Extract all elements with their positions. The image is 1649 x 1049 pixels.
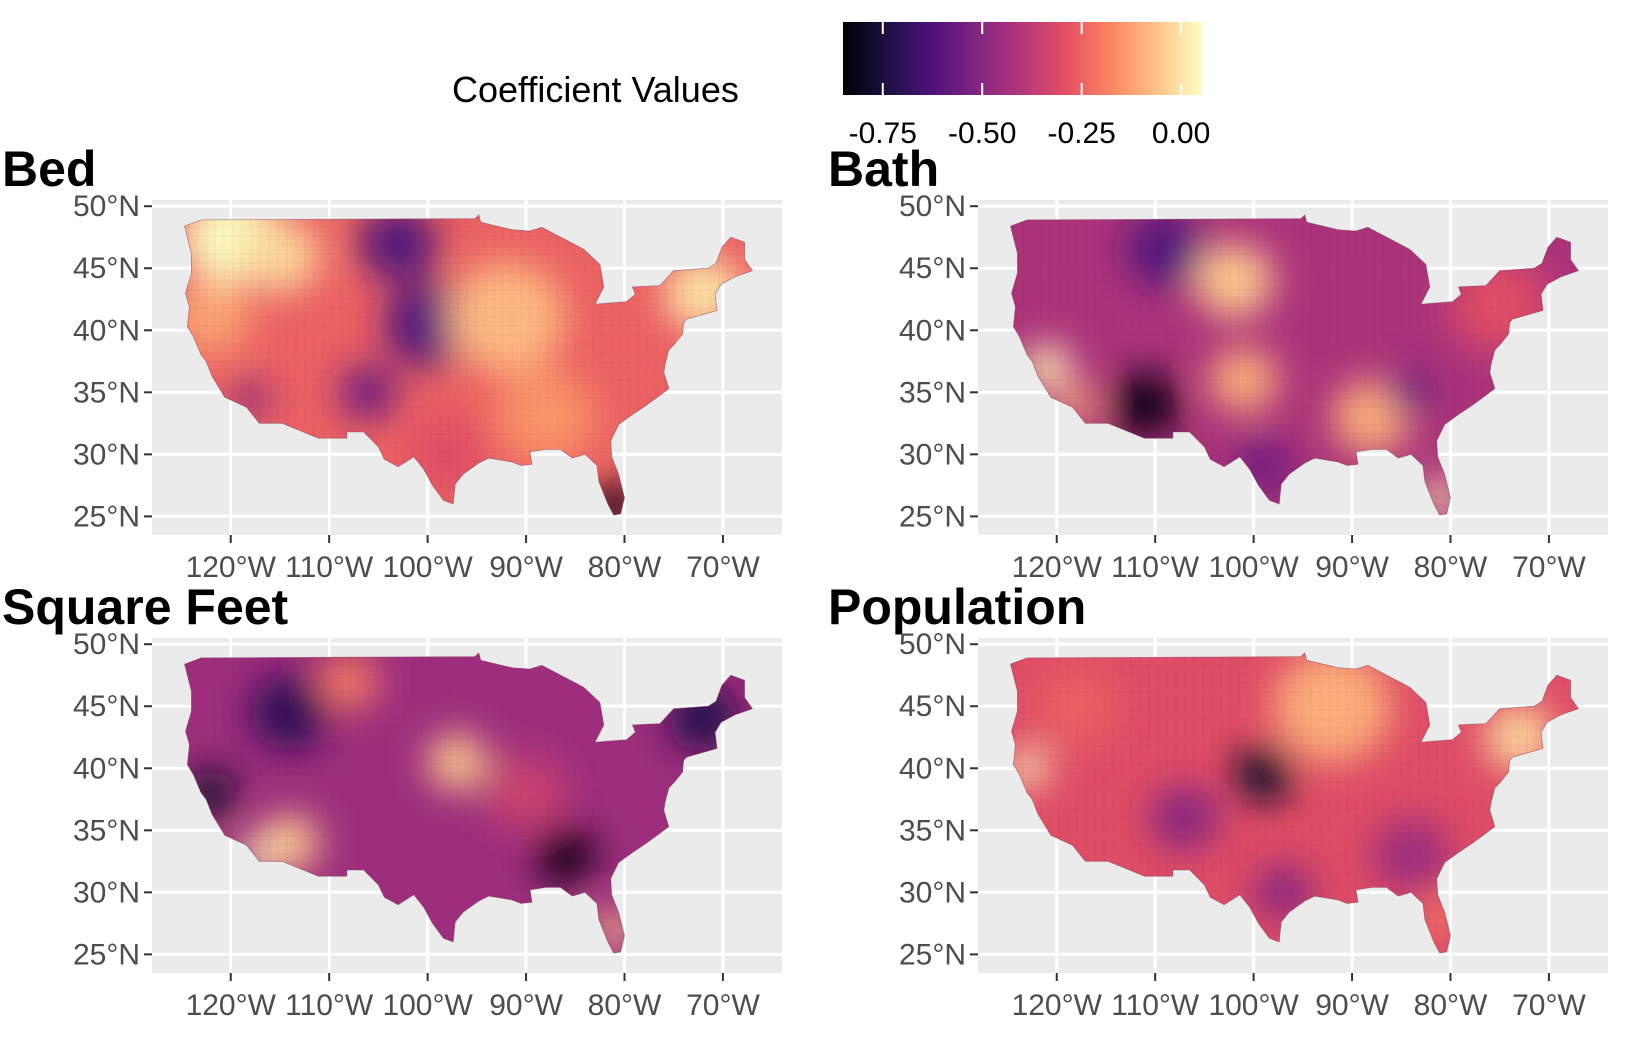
legend-tick-label: -0.25	[1047, 117, 1115, 150]
us-outline	[184, 214, 754, 516]
x-tick-label: 80°W	[1414, 989, 1488, 1022]
panel-title: Population	[828, 579, 1086, 635]
x-tick-label: 120°W	[1012, 551, 1103, 584]
x-tick-label: 90°W	[489, 989, 563, 1022]
coefficient-region	[339, 364, 399, 421]
coefficient-surface	[186, 653, 738, 949]
coefficient-region	[358, 214, 438, 281]
legend-tick-label: 0.00	[1152, 117, 1210, 150]
legend-title: Coefficient Values	[452, 69, 739, 110]
us-outline	[184, 652, 754, 954]
map-area: 50°N 45°N 40°N 35°N 30°N 25°N 120°W 110°W 100°W 9…	[899, 628, 1608, 1022]
x-tick-label: 90°W	[1315, 989, 1389, 1022]
panel-bed: Bed 50°N 45°N 40°N 35°N 30°N 25°N 120°W 110°W 10…	[2, 141, 782, 584]
coefficient-region	[1371, 817, 1451, 893]
y-tick-label: 30°N	[73, 438, 140, 471]
y-tick-label: 45°N	[899, 690, 966, 723]
coefficient-region	[1233, 746, 1293, 803]
panel-bath: Bath 50°N 45°N 40°N 35°N 30°N 25°N 120°W 110°W 1…	[828, 141, 1608, 584]
y-tick-label: 45°N	[73, 690, 140, 723]
x-tick-label: 80°W	[588, 551, 662, 584]
y-tick-label: 50°N	[73, 190, 140, 223]
coefficient-region	[240, 218, 320, 294]
y-tick-label: 40°N	[899, 314, 966, 347]
coefficient-region	[427, 734, 487, 791]
x-tick-label: 100°W	[1208, 551, 1299, 584]
panel-square-feet: Square Feet 50°N 45°N 40°N 35°N 30°N 25°N 120°…	[2, 579, 782, 1022]
us-outline	[1010, 652, 1580, 954]
map-area: 50°N 45°N 40°N 35°N 30°N 25°N 120°W 110°W 100°W 9…	[73, 628, 782, 1022]
y-tick-label: 40°N	[73, 752, 140, 785]
y-tick-label: 35°N	[899, 814, 966, 847]
coefficient-region	[319, 653, 379, 710]
y-tick-label: 25°N	[899, 938, 966, 971]
coefficient-region	[1150, 785, 1220, 851]
coefficient-region	[486, 755, 566, 831]
y-tick-label: 40°N	[899, 752, 966, 785]
y-tick-label: 35°N	[73, 814, 140, 847]
axes: 50°N 45°N 40°N 35°N 30°N 25°N 120°W 110°W 100°W 9…	[73, 190, 760, 584]
x-tick-label: 70°W	[1512, 551, 1586, 584]
x-tick-label: 90°W	[1315, 551, 1389, 584]
legend-tick-label: -0.50	[948, 117, 1016, 150]
x-tick-label: 120°W	[1012, 989, 1103, 1022]
y-tick-label: 25°N	[73, 500, 140, 533]
x-tick-label: 90°W	[489, 551, 563, 584]
x-tick-label: 70°W	[686, 989, 760, 1022]
coefficient-region	[496, 370, 595, 464]
coefficient-region	[1125, 214, 1205, 288]
coefficient-region	[1110, 371, 1180, 438]
coefficient-region	[1194, 243, 1274, 319]
x-tick-label: 100°W	[1208, 989, 1299, 1022]
legend-ticks: -0.75 -0.50 -0.25 0.00	[849, 22, 1210, 150]
map-area: 50°N 45°N 40°N 35°N 30°N 25°N 120°W 110°W 100°W 9…	[73, 190, 782, 584]
x-tick-label: 70°W	[1512, 989, 1586, 1022]
x-tick-label: 70°W	[686, 551, 760, 584]
y-tick-label: 40°N	[73, 314, 140, 347]
coefficient-region	[535, 827, 595, 884]
legend-colorbar	[843, 22, 1201, 95]
y-tick-label: 50°N	[899, 190, 966, 223]
y-tick-label: 50°N	[73, 628, 140, 661]
y-tick-label: 30°N	[899, 438, 966, 471]
y-tick-label: 35°N	[73, 376, 140, 409]
y-tick-label: 30°N	[899, 876, 966, 909]
x-tick-label: 120°W	[186, 989, 277, 1022]
y-tick-label: 30°N	[73, 876, 140, 909]
x-tick-label: 80°W	[588, 989, 662, 1022]
x-tick-label: 100°W	[382, 551, 473, 584]
coefficient-region	[1209, 347, 1279, 413]
coefficient-region	[250, 675, 330, 750]
us-outline	[1010, 214, 1580, 516]
axes: 50°N 45°N 40°N 35°N 30°N 25°N 120°W 110°W 100°W 9…	[73, 628, 760, 1022]
x-tick-label: 100°W	[382, 989, 473, 1022]
coefficient-region	[1273, 652, 1392, 763]
axes: 50°N 45°N 40°N 35°N 30°N 25°N 120°W 110°W 100°W 9…	[899, 190, 1586, 584]
y-tick-label: 35°N	[899, 376, 966, 409]
legend-tick-label: -0.75	[849, 117, 917, 150]
x-tick-label: 110°W	[285, 551, 374, 584]
y-tick-label: 25°N	[899, 500, 966, 533]
legend: Coefficient Values -0.75 -0.50 -0.25 0.00	[452, 22, 1210, 150]
x-tick-label: 80°W	[1414, 551, 1488, 584]
y-tick-label: 45°N	[899, 252, 966, 285]
coefficient-region	[447, 261, 566, 374]
y-tick-label: 50°N	[899, 628, 966, 661]
panel-title: Bath	[828, 141, 939, 197]
x-tick-label: 110°W	[1111, 551, 1200, 584]
panel-population: Population 50°N 45°N 40°N 35°N 30°N 25°N 120°W…	[828, 579, 1608, 1022]
y-tick-label: 25°N	[73, 938, 140, 971]
axes: 50°N 45°N 40°N 35°N 30°N 25°N 120°W 110°W 100°W 9…	[899, 628, 1586, 1022]
map-area: 50°N 45°N 40°N 35°N 30°N 25°N 120°W 110°W 100°W 9…	[899, 190, 1608, 584]
coefficient-region	[1037, 668, 1116, 744]
panel-title: Bed	[2, 141, 96, 197]
coefficient-region	[1386, 368, 1436, 416]
panel-title: Square Feet	[2, 579, 289, 635]
coefficient-surface	[184, 214, 743, 516]
x-tick-label: 110°W	[1111, 989, 1200, 1022]
x-tick-label: 110°W	[285, 989, 374, 1022]
y-tick-label: 45°N	[73, 252, 140, 285]
x-tick-label: 120°W	[186, 551, 277, 584]
